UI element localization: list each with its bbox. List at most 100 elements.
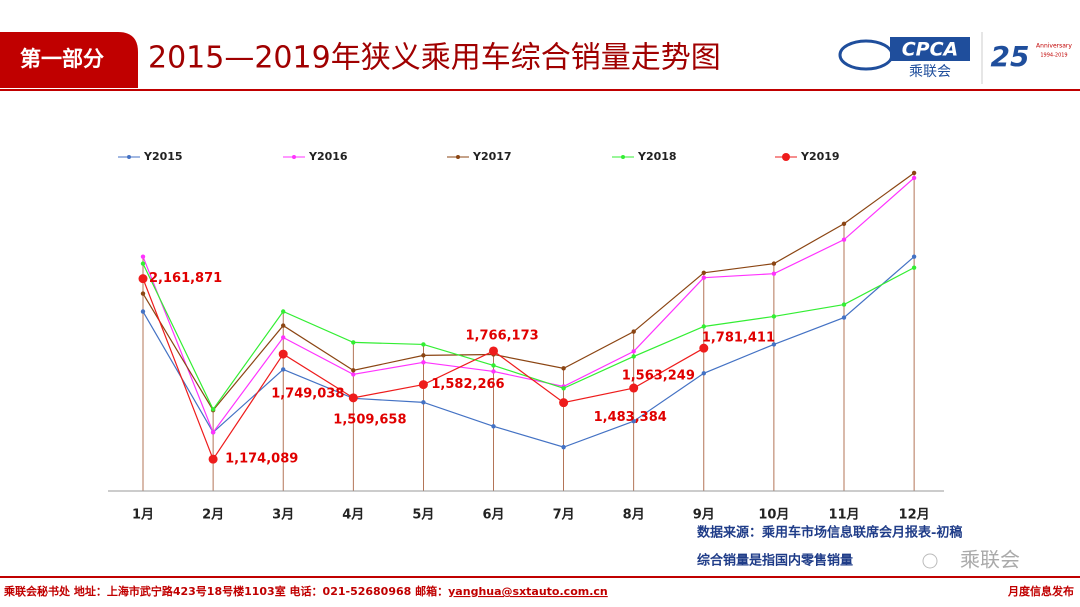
note: 综合销量是指国内零售销量 <box>697 553 853 569</box>
point <box>911 175 917 181</box>
watermark: 乘联会 <box>960 548 1020 572</box>
point <box>771 314 777 319</box>
point <box>771 271 777 276</box>
x-tick-label: 1月 <box>132 508 154 523</box>
point <box>841 221 847 226</box>
point <box>561 386 566 391</box>
point <box>418 380 428 390</box>
logo-box <box>890 37 970 61</box>
x-tick-label: 3月 <box>272 508 294 523</box>
legend-label: Y2017 <box>472 150 512 163</box>
legend-label: Y2016 <box>308 150 348 163</box>
legend-marker <box>456 155 460 159</box>
point <box>140 261 146 266</box>
point <box>631 329 636 334</box>
x-tick-label: 8月 <box>623 508 645 523</box>
point <box>281 335 286 340</box>
legend-label: Y2015 <box>143 150 183 163</box>
point <box>351 340 356 345</box>
point <box>140 309 146 314</box>
note: 数据来源：乘用车市场信息联席会月报表-初稿 <box>697 525 962 541</box>
x-tick-label: 7月 <box>553 508 575 523</box>
point <box>281 309 286 314</box>
point <box>631 354 636 359</box>
legend-marker <box>292 155 296 159</box>
point <box>351 372 356 377</box>
data-label: 1,582,266 <box>431 377 504 392</box>
data-label: 1,766,173 <box>466 328 539 343</box>
point <box>911 265 917 270</box>
logo-name: 乘联会 <box>909 64 951 80</box>
data-label: 2,161,871 <box>149 271 222 286</box>
point <box>911 254 917 259</box>
point <box>421 360 426 365</box>
footer-contact: 乘联会秘书处 地址：上海市武宁路423号18号楼1103室 电话：021-526… <box>3 584 608 598</box>
x-tick-label: 2月 <box>202 508 224 523</box>
legend-label: Y2019 <box>800 150 840 163</box>
logo-cpca: CPCA <box>902 39 959 61</box>
data-label: 1,781,411 <box>702 331 775 346</box>
point <box>701 324 706 329</box>
point <box>210 407 216 412</box>
point <box>489 346 498 356</box>
logo-swoosh <box>838 39 894 71</box>
x-tick-label: 10月 <box>758 508 789 523</box>
x-tick-label: 11月 <box>828 508 859 523</box>
point <box>491 363 496 368</box>
point <box>699 343 709 353</box>
series-line <box>142 177 915 434</box>
point <box>138 274 148 284</box>
point <box>208 454 218 464</box>
chart: 1月 2月 3月 4月 5月 6月 7月 8月 9月 10月 11月 12月 Y2015 Y2016 Y20… <box>108 150 944 523</box>
point <box>701 371 706 376</box>
point <box>561 366 566 371</box>
point <box>561 444 566 450</box>
data-label: 1,174,089 <box>225 452 298 467</box>
legend-marker <box>782 153 790 161</box>
point <box>491 424 496 429</box>
point <box>629 383 639 393</box>
data-label: 1,749,038 <box>271 387 344 402</box>
point <box>559 398 569 408</box>
point <box>421 353 426 358</box>
point <box>281 367 286 372</box>
point <box>491 369 496 374</box>
legend-marker <box>127 155 131 159</box>
data-label: 1,483,384 <box>594 410 667 425</box>
x-tick-label: 5月 <box>412 508 434 523</box>
point <box>771 342 777 347</box>
point <box>911 170 917 176</box>
data-label: 1,563,249 <box>622 369 695 384</box>
title: 2015—2019年狭义乘用车综合销量走势图 <box>148 41 721 76</box>
point <box>771 261 777 266</box>
series-line <box>142 256 915 448</box>
section-tab <box>0 32 138 88</box>
header-rule <box>0 89 1080 91</box>
point <box>140 254 146 259</box>
point <box>140 291 146 296</box>
x-tick-label: 4月 <box>342 508 364 523</box>
point <box>278 349 288 359</box>
point <box>351 368 356 373</box>
point <box>841 237 847 242</box>
section-label: 第一部分 <box>20 47 104 71</box>
point <box>631 418 636 424</box>
point <box>701 270 706 275</box>
point <box>841 302 847 307</box>
x-tick-label: 6月 <box>482 508 504 523</box>
point <box>348 393 358 403</box>
x-tick-label: 9月 <box>693 508 715 523</box>
data-label: 1,509,658 <box>333 412 406 427</box>
footer-rule <box>0 576 1080 578</box>
logo-25: 25 <box>991 40 1030 73</box>
point <box>421 400 426 405</box>
logo-anniversary: Anniversary <box>1036 43 1072 50</box>
legend-marker <box>621 155 625 159</box>
watermark-icon <box>922 553 938 569</box>
footer-text: 乘联会秘书处 地址：上海市武宁路423号18号楼1103室 电话：021-526… <box>3 584 448 598</box>
point <box>421 342 426 347</box>
x-tick-label: 12月 <box>899 508 930 523</box>
point <box>701 275 706 280</box>
footer-email: yanghua@sxtauto.com.cn <box>448 585 608 598</box>
